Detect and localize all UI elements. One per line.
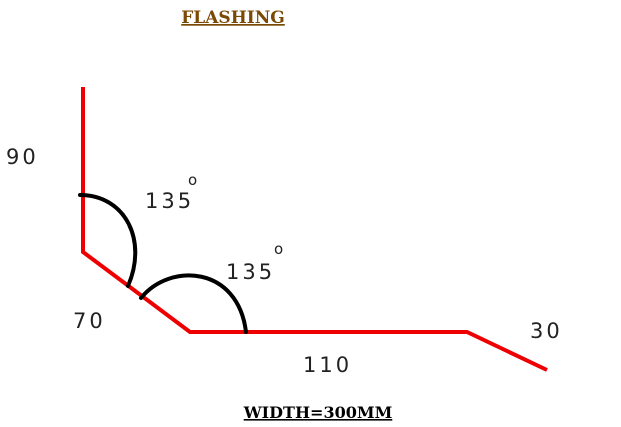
width-note: WIDTH=300MM [243, 403, 393, 422]
segment-label-110: 110 [303, 353, 352, 377]
segment-label-30: 30 [530, 319, 563, 343]
segment-label-70: 70 [73, 309, 106, 333]
flashing-profile-line [81, 87, 548, 372]
degree-mark-upper: o [188, 171, 197, 189]
angle-label-lower: 135 [226, 260, 275, 284]
degree-mark-lower: o [274, 240, 283, 258]
angle-label-upper: 135 [145, 189, 194, 213]
angle-arc-upper [78, 193, 138, 288]
segment-label-90: 90 [6, 145, 39, 169]
diagram-title: FLASHING [181, 8, 285, 28]
angle-arc-lower [139, 273, 248, 334]
